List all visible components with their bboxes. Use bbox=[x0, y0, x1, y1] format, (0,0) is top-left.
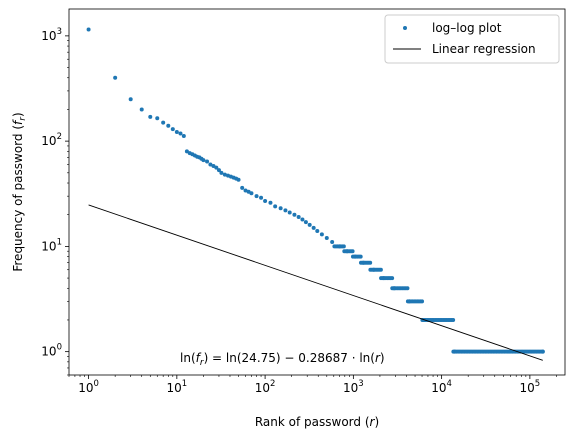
scatter-point-4 bbox=[148, 114, 153, 119]
scatter-point-98 bbox=[378, 267, 383, 272]
scatter-point-52 bbox=[324, 236, 329, 241]
scatter-point-20 bbox=[205, 159, 210, 164]
regression-line bbox=[88, 204, 543, 361]
scatter-point-5 bbox=[155, 116, 160, 121]
x-tick-label-0: 100 bbox=[78, 379, 99, 395]
x-tick-label-1: 101 bbox=[166, 379, 187, 395]
scatter-point-44 bbox=[292, 212, 297, 217]
scatter-point-53 bbox=[330, 240, 335, 245]
scatter-point-31 bbox=[236, 177, 241, 182]
scatter-point-32 bbox=[240, 185, 245, 190]
plot-area bbox=[86, 27, 545, 361]
legend-marker-scatter bbox=[403, 26, 407, 30]
scatter-point-8 bbox=[170, 127, 175, 132]
y-tick-label-3: 103 bbox=[41, 27, 62, 43]
scatter-point-24 bbox=[216, 168, 221, 173]
regression-equation: ln(fr) = ln(24.75) − 0.28687 · ln(r) bbox=[180, 351, 385, 368]
scatter-point-48 bbox=[307, 222, 312, 227]
scatter-point-33 bbox=[243, 188, 248, 193]
y-tick-label-1: 101 bbox=[41, 237, 62, 253]
scatter-point-40 bbox=[273, 204, 278, 209]
x-tick-label-2: 102 bbox=[255, 379, 276, 395]
scatter-point-83 bbox=[358, 254, 363, 259]
scatter-point-42 bbox=[283, 208, 288, 213]
scatter-point-41 bbox=[278, 206, 283, 211]
scatter-point-106 bbox=[390, 276, 395, 281]
scatter-point-37 bbox=[259, 195, 264, 200]
scatter-point-39 bbox=[268, 200, 273, 205]
scatter-point-26 bbox=[222, 172, 227, 177]
axes-frame bbox=[68, 8, 566, 376]
scatter-point-9 bbox=[174, 130, 179, 135]
scatter-point-2 bbox=[128, 97, 133, 102]
x-tick-label-3: 103 bbox=[343, 379, 364, 395]
scatter-point-51 bbox=[319, 232, 324, 237]
scatter-point-19 bbox=[201, 158, 206, 163]
legend-label-line: Linear regression bbox=[432, 42, 536, 56]
scatter-point-46 bbox=[300, 217, 305, 222]
y-tick-label-0: 100 bbox=[41, 343, 62, 359]
scatter-point-49 bbox=[311, 225, 316, 230]
scatter-point-6 bbox=[161, 120, 166, 125]
scatter-point-126 bbox=[420, 299, 425, 304]
scatter-point-25 bbox=[219, 170, 224, 175]
scatter-point-203 bbox=[540, 349, 545, 354]
scatter-point-71 bbox=[341, 244, 346, 249]
scatter-point-21 bbox=[208, 162, 213, 167]
scatter-point-10 bbox=[178, 131, 183, 136]
scatter-point-47 bbox=[303, 220, 308, 225]
scatter-point-35 bbox=[249, 191, 254, 196]
x-tick-label-5: 105 bbox=[520, 379, 541, 395]
scatter-point-7 bbox=[166, 123, 171, 128]
x-axis-label: Rank of password (r) bbox=[255, 415, 379, 429]
scatter-layer bbox=[86, 27, 545, 354]
y-tick-label-2: 102 bbox=[41, 132, 62, 148]
scatter-point-3 bbox=[139, 107, 144, 112]
scatter-point-0 bbox=[86, 27, 91, 32]
y-axis-label: Frequency of password (fr) bbox=[11, 112, 28, 271]
x-tick-label-4: 104 bbox=[431, 379, 452, 395]
scatter-point-11 bbox=[181, 133, 186, 138]
scatter-point-38 bbox=[263, 198, 268, 203]
scatter-point-43 bbox=[287, 210, 292, 215]
scatter-point-45 bbox=[296, 215, 301, 220]
scatter-point-146 bbox=[451, 317, 456, 322]
scatter-point-77 bbox=[350, 249, 355, 254]
legend-label-scatter: log–log plot bbox=[432, 21, 502, 35]
scatter-point-116 bbox=[405, 286, 410, 291]
scatter-point-90 bbox=[368, 260, 373, 265]
legend: log–log plot Linear regression bbox=[384, 14, 560, 64]
scatter-point-23 bbox=[214, 165, 219, 170]
ticks-layer: 100 101 102 103 104 105 100 101 102 103 bbox=[41, 27, 557, 395]
scatter-point-50 bbox=[315, 229, 320, 234]
legend-box bbox=[384, 14, 560, 64]
scatter-point-1 bbox=[113, 75, 118, 80]
scatter-point-36 bbox=[254, 194, 259, 199]
